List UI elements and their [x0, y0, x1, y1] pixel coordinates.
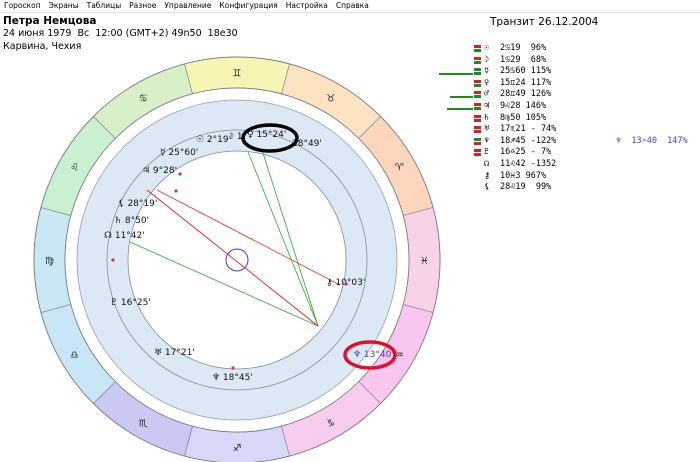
natal-planet-label: ♃ 9°28'	[142, 166, 177, 176]
planet-position: 28♊49 126%	[500, 89, 552, 100]
menu-misc[interactable]: Разное	[129, 1, 157, 10]
planet-position: 2♋19 96%	[500, 43, 547, 53]
marker-dot	[174, 189, 178, 193]
transit-extra: ♆ 13♒40 147%	[616, 135, 688, 146]
natal-planet-label: ☊ 11°42'	[104, 231, 145, 241]
planet-position: 8♍50 105%	[500, 112, 547, 123]
natal-planet-label: 28°49'	[292, 139, 322, 149]
strength-bar	[446, 107, 473, 110]
aspect-line	[156, 189, 341, 286]
planet-glyph-icon: ♇	[484, 147, 490, 158]
planet-glyph-icon: ♆	[484, 135, 490, 146]
natal-planet-label: ☉ 2°19'	[196, 135, 231, 145]
zodiac-sign-icon: ♎	[70, 350, 79, 361]
menu-screens[interactable]: Экраны	[48, 1, 79, 10]
flag-icon	[474, 102, 481, 110]
planet-glyph-icon: ♂	[484, 89, 490, 100]
zodiac-sign-icon: ♐	[233, 444, 242, 455]
planet-position: 9♌28 146%	[500, 100, 547, 111]
planet-glyph-icon: ♀	[484, 77, 490, 88]
flag-icon	[474, 149, 481, 157]
aspect-line	[261, 149, 319, 327]
marker-dot	[344, 282, 348, 286]
zodiac-sign-icon: ♌	[70, 162, 79, 173]
planet-glyph-icon: ☊	[484, 158, 490, 169]
strength-bar	[450, 96, 473, 99]
natal-planet-label: ☿ 25°60'	[160, 148, 198, 158]
zodiac-sign-icon: ♉	[326, 94, 335, 105]
birth-data: 24 июня 1979 Вс 12:00 (GMT+2) 49n50 18e3…	[3, 28, 238, 39]
planet-glyph-icon: ⚸	[484, 182, 491, 193]
zodiac-sign-icon: ♓	[420, 256, 429, 267]
marker-dot	[178, 172, 182, 176]
marker-dot	[231, 366, 235, 370]
flag-icon	[474, 68, 481, 76]
menu-bar: Гороскоп Экраны Таблицы Разное Управлени…	[0, 0, 700, 13]
planet-position: 10♓3 967%	[500, 170, 547, 181]
aspect-line	[129, 241, 319, 327]
planet-position: 28♌19 99%	[500, 182, 552, 193]
planet-glyph-icon: ⚷	[484, 170, 491, 181]
planet-position: 11♌42 -1352	[500, 158, 557, 169]
planet-position: 25♋60 115%	[500, 66, 552, 77]
planet-glyph-icon: ☉	[484, 43, 490, 53]
menu-configuration[interactable]: Конфигурация	[219, 1, 278, 10]
zodiac-sign-icon: ♈	[395, 162, 404, 173]
planet-position: 1♋29 68%	[500, 54, 547, 65]
planet-glyph-icon: ♃	[484, 100, 490, 111]
planet-position: 17♏21 - 74%	[500, 124, 557, 135]
menu-settings[interactable]: Настройка	[285, 1, 328, 10]
menu-help[interactable]: Справка	[335, 1, 369, 10]
marker-dot	[111, 258, 115, 262]
zodiac-sign-icon: ♒	[395, 350, 404, 361]
planet-glyph-icon: ♅	[484, 124, 490, 135]
highlight-ellipse-black	[241, 123, 299, 153]
flag-icon	[474, 56, 481, 64]
strength-bar	[438, 73, 473, 76]
flag-icon	[474, 91, 481, 99]
aspect-line	[146, 189, 319, 327]
natal-planet-label: ⚸ 28°19'	[118, 199, 157, 209]
outer-ring	[33, 56, 441, 462]
natal-planet-label: ♆ 18°45'	[212, 373, 253, 383]
menu-tables[interactable]: Таблицы	[86, 1, 122, 10]
planet-position: 15♊24 117%	[500, 77, 552, 88]
transit-date: Транзит 26.12.2004	[490, 16, 599, 28]
natal-planet-label: ♄ 8°50'	[114, 216, 149, 226]
flag-icon	[474, 137, 481, 145]
zodiac-sign-icon: ♑	[326, 418, 335, 429]
highlight-ellipse-red	[343, 340, 397, 370]
planet-glyph-icon: ☽	[484, 54, 490, 65]
natal-planet-label: ☽ 1°	[226, 132, 247, 142]
planet-position: 18♐45 -122%	[500, 135, 557, 146]
planet-glyph-icon: ☿	[484, 66, 490, 77]
planet-position: 16♎25 - 7%	[500, 147, 552, 158]
aspect-line	[247, 151, 319, 327]
menu-control[interactable]: Управление	[164, 1, 212, 10]
flag-icon	[474, 126, 481, 134]
zodiac-sign-icon: ♋	[139, 94, 148, 105]
zodiac-sign-icon: ♍	[45, 256, 54, 267]
flag-icon	[474, 114, 481, 122]
flag-icon	[474, 45, 481, 52]
flag-icon	[474, 79, 481, 87]
birth-place: Карвина, Чехия	[3, 41, 82, 52]
transit-planet-label: ♆ 13°40'	[353, 350, 394, 360]
person-name: Петра Немцова	[3, 15, 97, 27]
natal-planet-label: ♇ 16°25'	[110, 298, 151, 308]
zodiac-sign-icon: ♏	[139, 418, 148, 429]
zodiac-sign-icon: ♊	[233, 69, 242, 80]
natal-planet-label: ♀ 15°24'	[247, 130, 286, 140]
menu-horoscope[interactable]: Гороскоп	[4, 1, 41, 10]
natal-planet-label: ♅ 17°21'	[154, 348, 195, 358]
planet-glyph-icon: ♄	[484, 112, 490, 123]
